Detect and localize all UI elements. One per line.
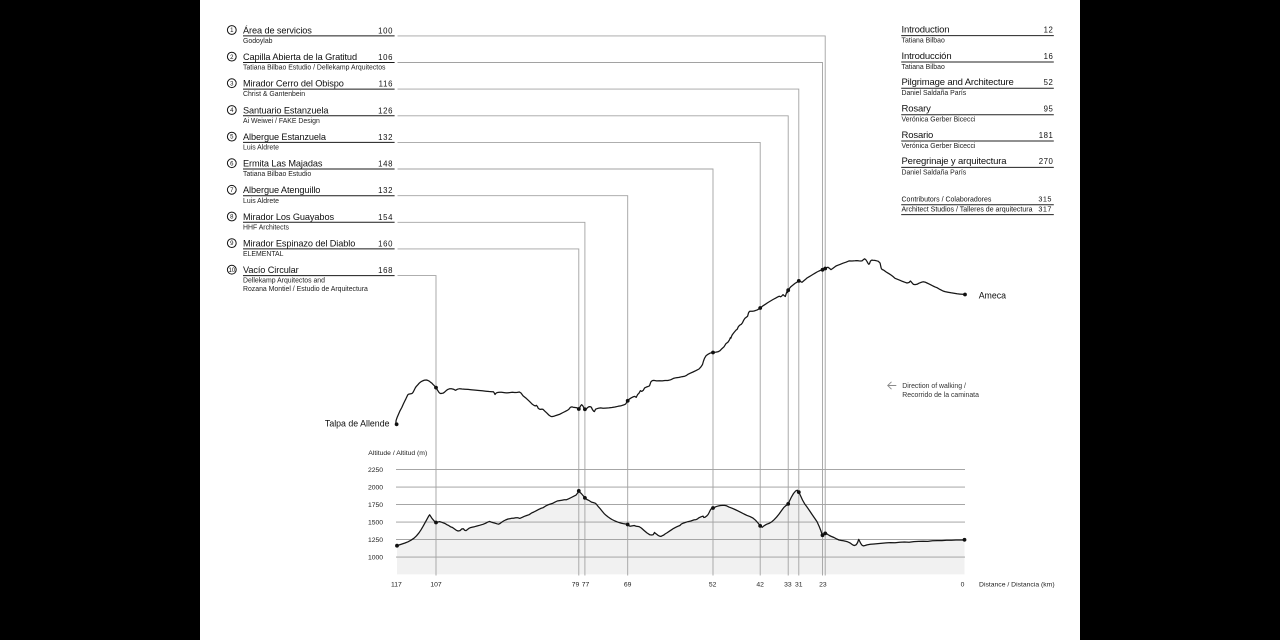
svg-text:16: 16 (1044, 52, 1054, 61)
svg-text:Introducción: Introducción (902, 51, 952, 62)
svg-text:Dellekamp Arquitectos and: Dellekamp Arquitectos and (243, 278, 325, 285)
svg-text:Tatiana Bilbao Estudio / Delle: Tatiana Bilbao Estudio / Dellekamp Arqui… (243, 65, 386, 72)
svg-text:Christ & Gantenbein: Christ & Gantenbein (243, 91, 305, 98)
svg-text:Capilla Abierta de la Gratitud: Capilla Abierta de la Gratitud (243, 52, 357, 62)
svg-text:Godoylab: Godoylab (243, 38, 273, 45)
svg-text:42: 42 (756, 582, 764, 589)
svg-text:117: 117 (391, 582, 402, 589)
svg-text:270: 270 (1039, 157, 1054, 166)
svg-text:Daniel Saldaña París: Daniel Saldaña París (902, 169, 967, 176)
svg-text:Luis Aldrete: Luis Aldrete (243, 198, 279, 205)
svg-text:Vacío Circular: Vacío Circular (243, 265, 299, 275)
svg-text:Direction of walking /: Direction of walking / (902, 383, 966, 390)
svg-text:69: 69 (624, 582, 632, 589)
svg-text:Talpa de Allende: Talpa de Allende (325, 419, 390, 429)
svg-text:Rozana Montiel / Estudio de Ar: Rozana Montiel / Estudio de Arquitectura (243, 286, 368, 293)
svg-text:100: 100 (378, 26, 393, 35)
svg-text:ELEMENTAL: ELEMENTAL (243, 251, 284, 258)
svg-text:Distance / Distancia (km): Distance / Distancia (km) (979, 582, 1055, 589)
svg-text:132: 132 (378, 133, 393, 142)
svg-text:107: 107 (430, 582, 442, 589)
svg-text:Área de servicios: Área de servicios (243, 25, 312, 35)
svg-text:Mirador Espinazo del Diablo: Mirador Espinazo del Diablo (243, 238, 355, 248)
svg-text:Santuario Estanzuela: Santuario Estanzuela (243, 105, 329, 115)
svg-text:52: 52 (1044, 78, 1054, 87)
svg-text:Architect Studios / Talleres d: Architect Studios / Talleres de arquitec… (902, 206, 1033, 213)
svg-text:Ermita Las Majadas: Ermita Las Majadas (243, 159, 323, 169)
svg-text:Ameca: Ameca (979, 290, 1006, 300)
svg-text:79: 79 (572, 582, 580, 589)
svg-text:6: 6 (230, 161, 234, 167)
svg-text:HHF Architects: HHF Architects (243, 224, 290, 231)
svg-text:Pilgrimage and Architecture: Pilgrimage and Architecture (902, 77, 1014, 88)
svg-text:95: 95 (1044, 105, 1054, 114)
svg-text:77: 77 (582, 582, 590, 589)
svg-text:1750: 1750 (368, 502, 383, 509)
svg-text:31: 31 (795, 582, 803, 589)
svg-text:Recorrido de la caminata: Recorrido de la caminata (902, 392, 979, 399)
svg-text:3: 3 (230, 81, 234, 87)
svg-text:116: 116 (379, 80, 394, 89)
svg-text:Rosario: Rosario (902, 130, 934, 141)
svg-text:Introduction: Introduction (902, 24, 950, 35)
svg-text:Albergue Atenguillo: Albergue Atenguillo (243, 185, 320, 195)
svg-text:Tatiana Bilbao Estudio: Tatiana Bilbao Estudio (243, 171, 311, 178)
svg-text:33: 33 (784, 582, 792, 589)
svg-text:Peregrinaje y arquitectura: Peregrinaje y arquitectura (902, 156, 1008, 167)
svg-text:Albergue Estanzuela: Albergue Estanzuela (243, 132, 327, 142)
svg-text:1250: 1250 (368, 537, 383, 544)
svg-text:1500: 1500 (368, 519, 383, 526)
svg-text:0: 0 (961, 582, 965, 589)
svg-text:4: 4 (230, 108, 234, 114)
svg-text:160: 160 (378, 239, 393, 248)
svg-text:1: 1 (230, 28, 234, 34)
svg-text:317: 317 (1038, 204, 1052, 213)
svg-text:132: 132 (378, 186, 393, 195)
svg-text:7: 7 (230, 188, 234, 194)
svg-text:Luis Aldrete: Luis Aldrete (243, 145, 279, 152)
svg-text:Verónica Gerber Bicecci: Verónica Gerber Bicecci (902, 117, 976, 124)
svg-text:52: 52 (709, 582, 717, 589)
svg-text:Verónica Gerber Bicecci: Verónica Gerber Bicecci (902, 143, 976, 150)
svg-text:Mirador Cerro del Obispo: Mirador Cerro del Obispo (243, 79, 344, 89)
svg-text:Tatiana Bilbao: Tatiana Bilbao (902, 64, 945, 71)
svg-text:106: 106 (378, 53, 393, 62)
svg-text:5: 5 (230, 135, 234, 141)
svg-text:12: 12 (1044, 25, 1054, 34)
svg-text:126: 126 (378, 106, 393, 115)
svg-text:315: 315 (1038, 195, 1052, 204)
svg-text:154: 154 (378, 213, 393, 222)
svg-text:Daniel Saldaña París: Daniel Saldaña París (902, 90, 967, 97)
svg-text:Tatiana Bilbao: Tatiana Bilbao (902, 38, 945, 45)
svg-text:Ai Weiwei / FAKE Design: Ai Weiwei / FAKE Design (243, 118, 320, 125)
svg-text:23: 23 (819, 582, 827, 589)
svg-text:8: 8 (230, 215, 234, 221)
svg-text:2000: 2000 (368, 484, 383, 491)
svg-text:10: 10 (228, 268, 235, 274)
svg-text:181: 181 (1039, 131, 1054, 140)
svg-text:2: 2 (230, 55, 234, 61)
svg-text:168: 168 (378, 266, 393, 275)
svg-text:1000: 1000 (368, 554, 383, 561)
svg-text:9: 9 (230, 241, 234, 247)
svg-text:Contributors / Colaboradores: Contributors / Colaboradores (902, 197, 992, 204)
svg-text:Altitude / Altitud (m): Altitude / Altitud (m) (368, 450, 427, 457)
svg-text:Mirador Los Guayabos: Mirador Los Guayabos (243, 212, 334, 222)
svg-text:148: 148 (378, 160, 393, 169)
svg-text:Rosary: Rosary (902, 104, 932, 115)
svg-text:2250: 2250 (368, 467, 383, 474)
